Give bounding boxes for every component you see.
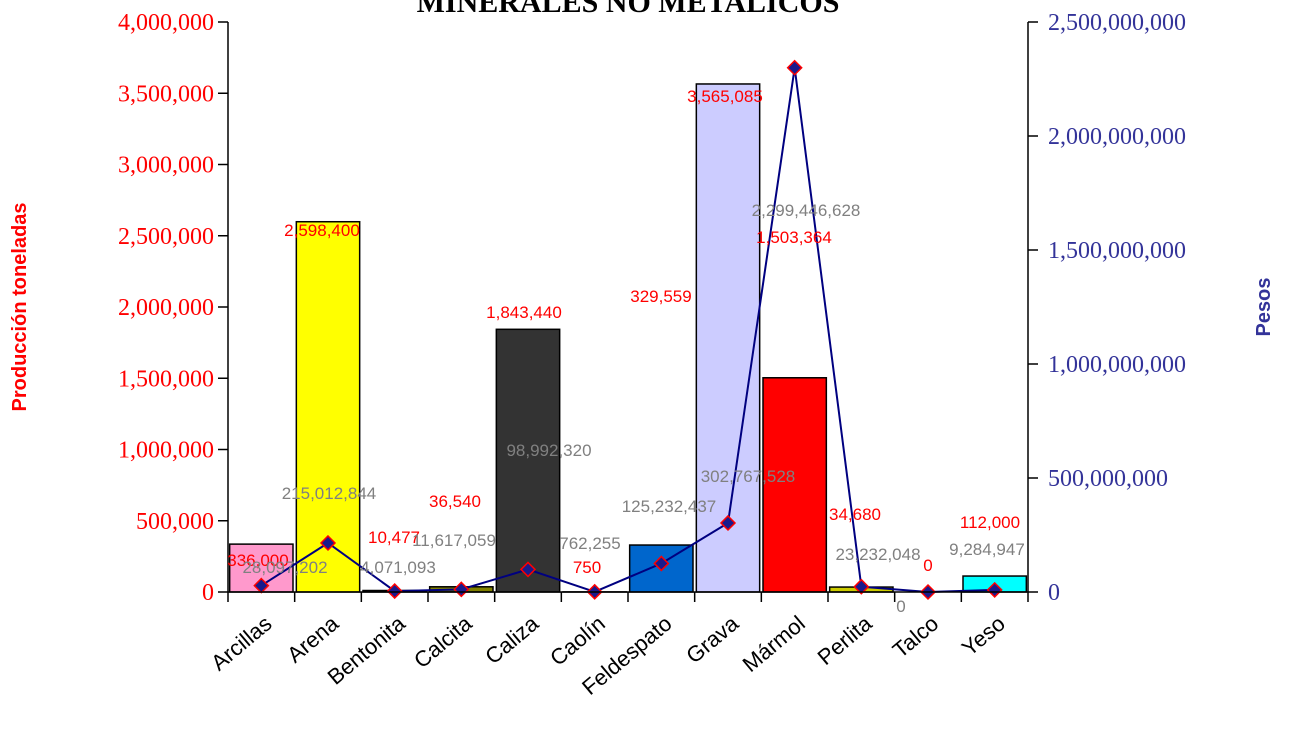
x-tick-label: Caliza <box>480 610 543 669</box>
y2-tick-label: 0 <box>1048 580 1060 606</box>
line-value-label: 23,232,048 <box>835 545 920 564</box>
x-tick-label: Perlita <box>813 610 877 670</box>
x-tick-label: Mármol <box>738 611 810 677</box>
bar <box>495 328 561 593</box>
x-tick-label: Yeso <box>957 611 1010 661</box>
line-series <box>253 59 1003 601</box>
bar-value-label: 34,680 <box>829 505 881 524</box>
y-tick-label: 0 <box>202 580 214 606</box>
x-tick-label: Grava <box>681 610 744 668</box>
y-tick-label: 2,000,000 <box>118 295 214 321</box>
axes: 0 500,000 1,000,000 1,500,000 2,000,000 2,500… <box>118 10 1186 700</box>
y2-tick-label: 2,000,000,000 <box>1048 124 1186 150</box>
bar <box>295 220 361 593</box>
line-value-label: 0 <box>896 597 905 616</box>
line-value-label: 125,232,437 <box>622 497 717 516</box>
y-tick-label: 500,000 <box>136 509 214 535</box>
line-marker <box>986 581 1003 598</box>
line-marker <box>319 534 337 552</box>
bar-value-label: 1,843,440 <box>486 303 562 322</box>
line-path <box>260 67 995 594</box>
bar-value-label: 0 <box>923 556 932 575</box>
line-marker <box>719 514 737 532</box>
bar-value-label: 112,000 <box>960 513 1020 532</box>
bar-value-label: 10,477 <box>368 528 420 547</box>
line-marker <box>786 59 803 76</box>
bar-value-label: 336,000 <box>227 551 288 570</box>
x-tick-label: Calcita <box>409 610 477 673</box>
line-value-label: 98,992,320 <box>506 441 591 460</box>
y-tick-label: 3,000,000 <box>118 153 214 179</box>
y-tick-label: 1,000,000 <box>118 438 214 464</box>
bar <box>695 83 761 593</box>
bar-value-label: 3,565,085 <box>687 87 763 106</box>
y2-tick-label: 1,500,000,000 <box>1048 238 1186 264</box>
bar-series <box>228 83 1028 593</box>
line-value-label: 2,299,446,628 <box>752 201 861 220</box>
bar-value-label: 1,503,364 <box>756 228 832 247</box>
y2-tick-label: 2,500,000,000 <box>1048 10 1186 36</box>
bar-value-label: 36,540 <box>429 492 481 511</box>
x-tick-label: Arena <box>282 610 344 667</box>
x-tick-label: Arcillas <box>206 611 276 676</box>
line-value-label: 215,012,844 <box>282 484 377 503</box>
data-labels: 336,000 2,598,400 10,477 36,540 1,843,440 750… <box>227 87 1025 616</box>
line-value-label: 9,284,947 <box>949 540 1025 559</box>
y2-tick-label: 500,000,000 <box>1048 466 1168 492</box>
line-marker <box>853 578 870 595</box>
y-tick-label: 3,500,000 <box>118 81 214 107</box>
bar-value-label: 750 <box>573 558 601 577</box>
x-tick-label: Talco <box>888 611 943 663</box>
line-value-label: 11,617,059 <box>412 531 496 550</box>
bar-value-label: 2,598,400 <box>284 221 360 240</box>
line-marker <box>519 561 537 578</box>
bar-value-label: 329,559 <box>630 287 691 306</box>
bar <box>762 377 828 593</box>
y-tick-label: 4,000,000 <box>118 10 214 36</box>
line-marker <box>386 583 403 600</box>
line-value-label: 4,071,093 <box>360 558 436 577</box>
y2-tick-label: 1,000,000,000 <box>1048 352 1186 378</box>
y-tick-label: 1,500,000 <box>118 366 214 392</box>
line-value-label: 302,767,528 <box>701 467 796 486</box>
line-marker <box>653 555 670 572</box>
y-axis-title: Producción toneladas <box>9 203 31 412</box>
line-marker <box>453 581 470 598</box>
chart-title: MINERALES NO METALICOS <box>417 0 840 19</box>
y-tick-label: 2,500,000 <box>118 224 214 250</box>
line-value-label: 28,097,202 <box>242 558 327 577</box>
line-value-label: 762,255 <box>559 534 620 553</box>
y2-axis-title: Pesos <box>1253 278 1275 337</box>
